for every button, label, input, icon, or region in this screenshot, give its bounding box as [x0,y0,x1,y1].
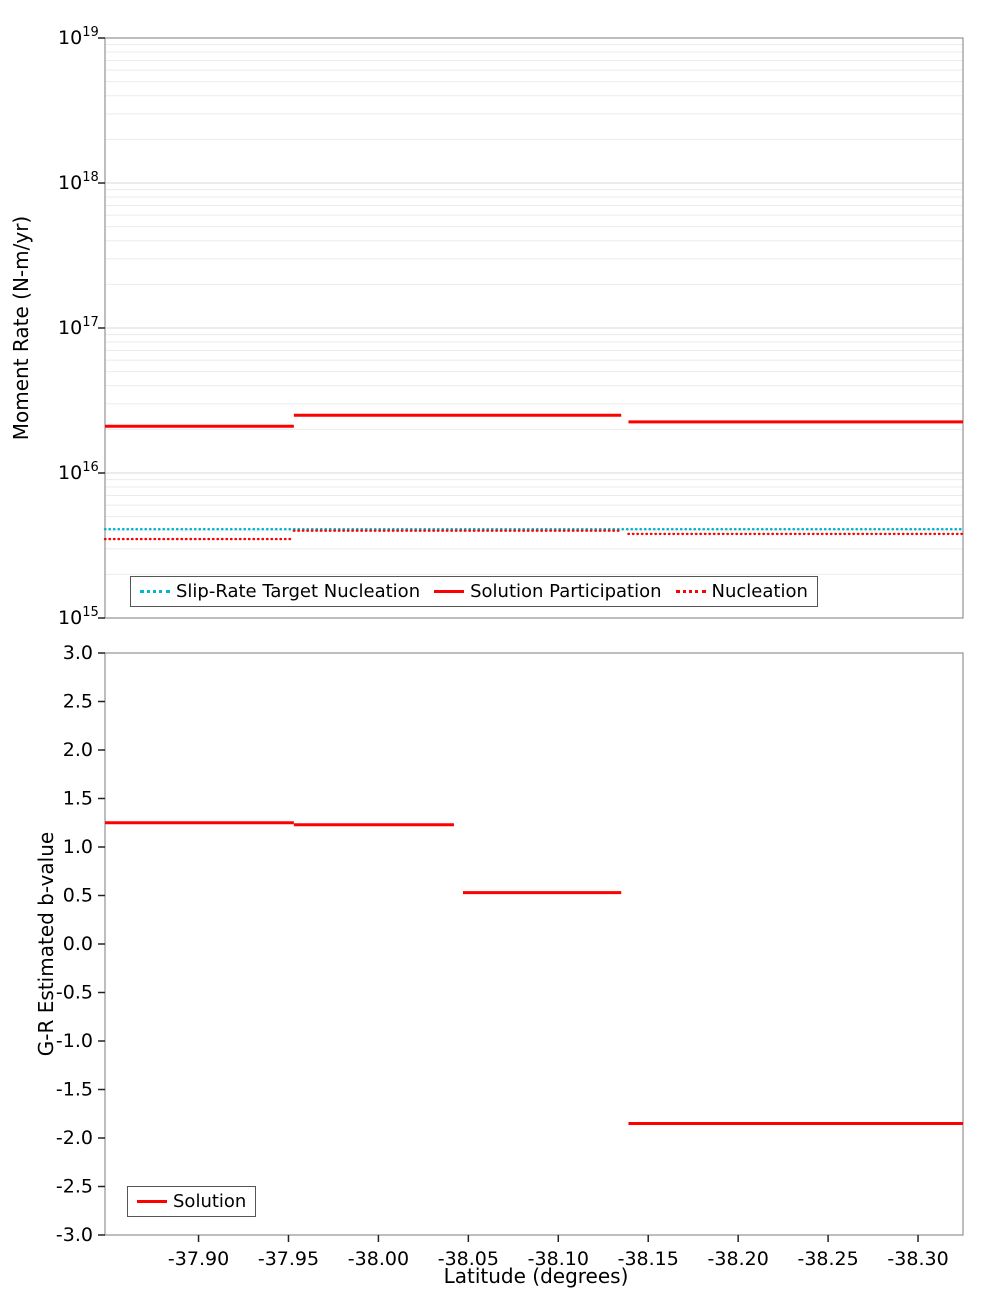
svg-text:-37.95: -37.95 [258,1248,319,1270]
moment-rate-axis-label: Moment Rate (N-m/yr) [9,215,33,441]
svg-text:-3.0: -3.0 [56,1224,93,1246]
solution-line-sample [137,1200,167,1203]
svg-text:1018: 1018 [58,170,99,194]
moment-rate-legend: Slip-Rate Target Nucleation Solution Par… [130,576,818,607]
svg-text:1.5: 1.5 [63,788,93,810]
svg-text:-1.0: -1.0 [56,1030,93,1052]
svg-text:-38.25: -38.25 [797,1248,858,1270]
legend-item-solution: Solution [137,1191,246,1212]
svg-text:-38.20: -38.20 [708,1248,769,1270]
latitude-axis-label: Latitude (degrees) [443,1264,629,1288]
svg-text:-37.90: -37.90 [168,1248,229,1270]
svg-text:-38.30: -38.30 [887,1248,948,1270]
legend-item-solution-participation: Solution Participation [434,581,662,602]
svg-text:-38.15: -38.15 [618,1248,679,1270]
legend-label-slip-rate-target: Slip-Rate Target Nucleation [176,581,421,602]
svg-text:1.0: 1.0 [63,836,93,858]
svg-text:-0.5: -0.5 [56,982,93,1004]
legend-label-solution: Solution [173,1191,247,1212]
legend-label-nucleation: Nucleation [711,581,808,602]
svg-text:-38.00: -38.00 [348,1248,409,1270]
svg-text:-38.10: -38.10 [528,1248,589,1270]
svg-text:1016: 1016 [58,460,99,484]
svg-text:1015: 1015 [58,605,99,629]
legend-item-slip-rate-target-nucleation: Slip-Rate Target Nucleation [140,581,420,602]
svg-text:0.0: 0.0 [63,933,93,955]
legend-label-solution-participation: Solution Participation [470,581,662,602]
svg-text:-1.5: -1.5 [56,1079,93,1101]
solution-participation-line-sample [434,590,465,593]
svg-text:2.0: 2.0 [63,739,93,761]
svg-text:1019: 1019 [58,25,99,49]
b-value-legend: Solution [127,1186,257,1217]
b-value-chart: -3.0 -2.5 -2.0 -1.5 -1.0 -0.5 0.0 0.5 1.0 1.5 2.0 2… [56,642,964,1270]
nucleation-line-sample [675,590,706,593]
moment-rate-chart: 1015 1016 1017 1018 1019 [58,25,965,629]
slip-rate-target-line-sample [140,590,170,593]
svg-text:-2.0: -2.0 [56,1127,93,1149]
svg-text:2.5: 2.5 [63,691,93,713]
legend-item-nucleation: Nucleation [675,581,808,602]
svg-text:3.0: 3.0 [63,642,93,664]
svg-text:1017: 1017 [58,315,99,339]
svg-text:0.5: 0.5 [63,885,93,907]
svg-text:-2.5: -2.5 [56,1176,93,1198]
svg-text:-38.05: -38.05 [438,1248,499,1270]
b-value-axis-label: G-R Estimated b-value [34,831,58,1057]
